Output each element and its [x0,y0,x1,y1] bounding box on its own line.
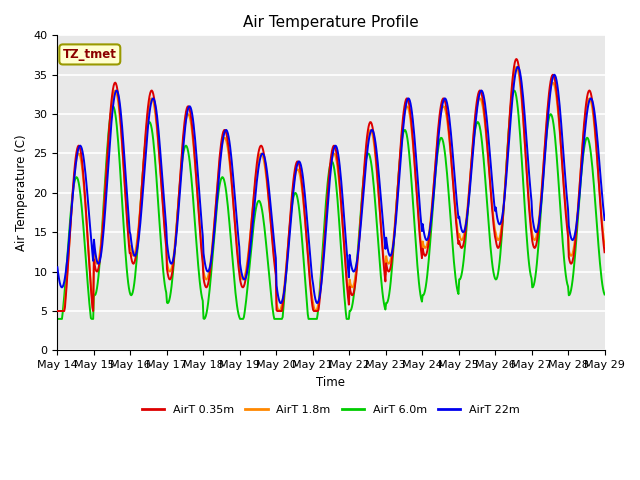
AirT 0.35m [63,273,71,279]
AirT 1.8m [204,274,212,279]
AirT 6.0m [63,254,71,260]
AirT 22m [414,182,422,188]
Title: Air Temperature Profile: Air Temperature Profile [243,15,419,30]
Line: AirT 22m: AirT 22m [58,67,605,303]
AirT 6.0m [397,142,405,147]
AirT 1.8m [513,64,520,70]
AirT 0.35m [397,132,405,138]
Y-axis label: Air Temperature (C): Air Temperature (C) [15,134,28,251]
AirT 22m [175,199,183,205]
Line: AirT 6.0m: AirT 6.0m [58,91,605,319]
AirT 1.8m [413,199,421,205]
AirT 6.0m [413,262,421,268]
AirT 6.0m [54,316,61,322]
Line: AirT 1.8m: AirT 1.8m [58,67,605,311]
AirT 22m [398,137,406,143]
AirT 22m [54,264,61,270]
AirT 1.8m [120,165,127,170]
AirT 1.8m [397,137,405,143]
AirT 22m [313,300,321,306]
AirT 1.8m [54,308,61,314]
AirT 22m [120,144,127,149]
AirT 22m [601,217,609,223]
AirT 1.8m [601,242,609,248]
Text: TZ_tmet: TZ_tmet [63,48,116,61]
AirT 6.0m [510,88,518,94]
AirT 22m [514,64,522,70]
AirT 6.0m [204,300,212,306]
X-axis label: Time: Time [317,376,346,389]
AirT 0.35m [54,308,61,314]
AirT 0.35m [601,250,609,255]
AirT 6.0m [601,291,609,297]
AirT 0.35m [204,281,212,287]
AirT 22m [204,269,212,275]
AirT 6.0m [120,223,127,228]
AirT 0.35m [120,164,127,169]
AirT 22m [63,256,71,262]
Legend: AirT 0.35m, AirT 1.8m, AirT 6.0m, AirT 22m: AirT 0.35m, AirT 1.8m, AirT 6.0m, AirT 2… [138,400,524,419]
AirT 0.35m [175,187,183,193]
AirT 1.8m [175,188,183,193]
Line: AirT 0.35m: AirT 0.35m [58,59,605,311]
AirT 6.0m [175,190,183,196]
AirT 1.8m [63,270,71,276]
AirT 0.35m [513,56,520,62]
AirT 0.35m [413,201,421,207]
